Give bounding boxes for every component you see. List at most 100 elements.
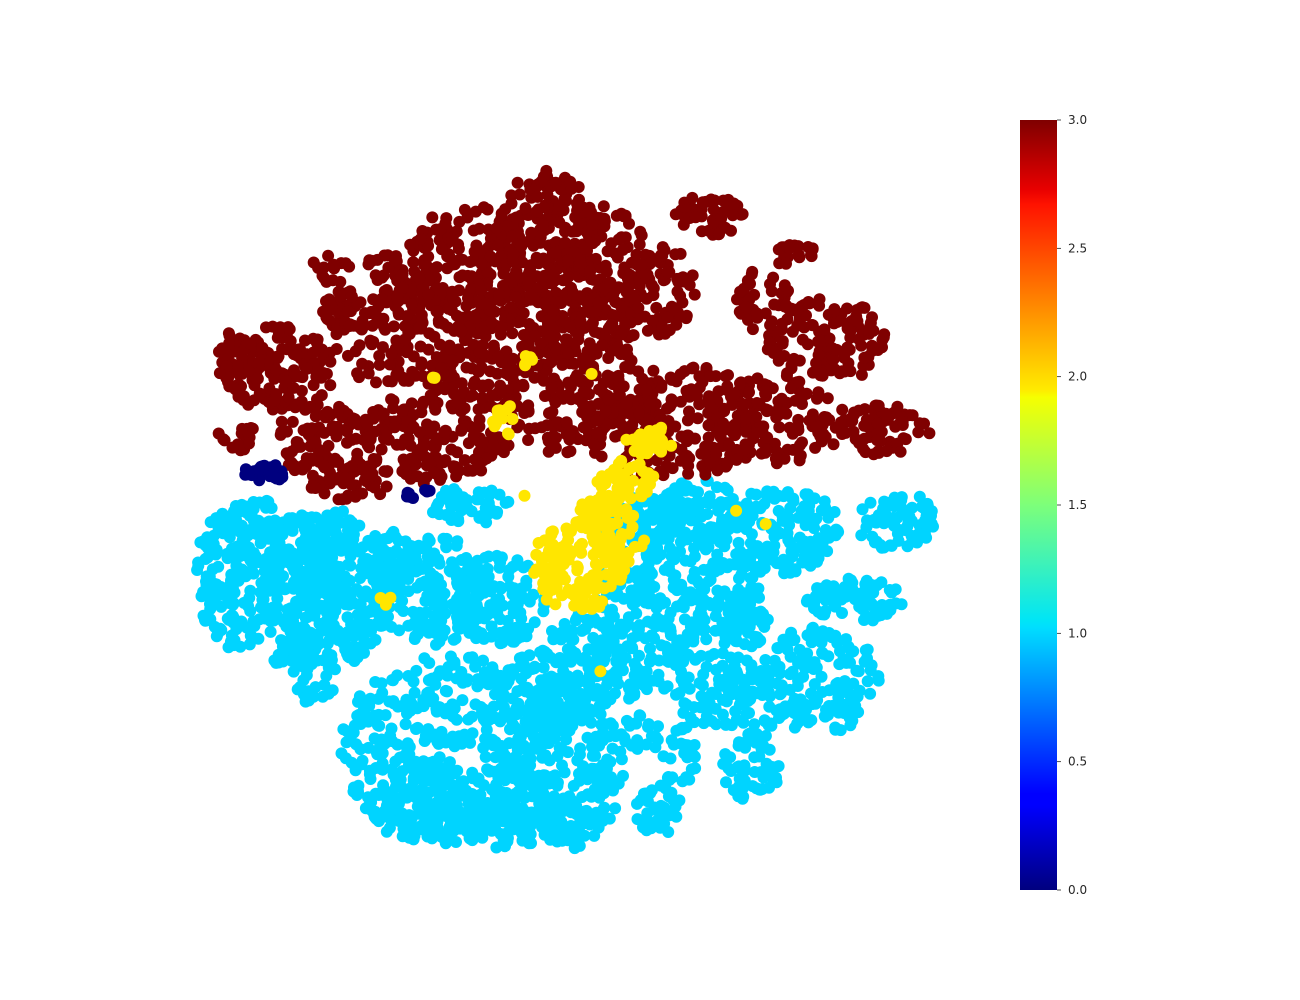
scatter-point bbox=[609, 730, 622, 743]
scatter-point bbox=[290, 349, 303, 362]
scatter-point bbox=[709, 688, 722, 700]
scatter-point bbox=[601, 642, 614, 655]
scatter-point bbox=[792, 699, 805, 712]
scatter-point bbox=[722, 603, 735, 616]
scatter-point bbox=[534, 686, 547, 698]
scatter-point bbox=[711, 584, 724, 597]
scatter-point bbox=[598, 308, 611, 321]
scatter-point bbox=[484, 710, 496, 723]
scatter-point bbox=[863, 322, 876, 335]
scatter-point bbox=[895, 598, 908, 611]
scatter-point bbox=[493, 488, 506, 501]
scatter-point bbox=[243, 591, 256, 604]
scatter-point bbox=[763, 743, 776, 756]
scatter-point bbox=[547, 269, 560, 281]
scatter-point bbox=[358, 319, 370, 332]
scatter-point bbox=[674, 536, 687, 548]
scatter-point bbox=[319, 623, 332, 636]
scatter-point bbox=[363, 699, 376, 712]
scatter-point bbox=[377, 312, 390, 325]
scatter-point bbox=[692, 486, 704, 499]
scatter-point bbox=[535, 674, 547, 687]
scatter-point bbox=[642, 557, 655, 570]
scatter-point bbox=[713, 563, 726, 576]
scatter-point bbox=[486, 733, 499, 746]
scatter-point bbox=[779, 560, 792, 573]
scatter-point bbox=[794, 439, 806, 452]
scatter-point bbox=[514, 813, 527, 826]
scatter-point bbox=[442, 302, 455, 315]
scatter-point bbox=[558, 766, 571, 779]
scatter-point bbox=[727, 197, 740, 210]
scatter-point bbox=[773, 527, 786, 540]
scatter-point bbox=[466, 710, 479, 723]
scatter-point bbox=[346, 526, 359, 539]
scatter-point bbox=[597, 787, 610, 800]
scatter-point bbox=[402, 670, 415, 682]
scatter-point bbox=[408, 633, 421, 645]
scatter-point bbox=[586, 615, 599, 628]
scatter-point bbox=[785, 626, 798, 639]
scatter-point bbox=[284, 335, 297, 347]
scatter-point bbox=[270, 363, 283, 376]
scatter-point bbox=[844, 365, 857, 378]
scatter-point bbox=[709, 624, 722, 637]
scatter-point bbox=[387, 320, 400, 333]
scatter-point bbox=[538, 645, 551, 658]
scatter-point bbox=[506, 663, 519, 676]
scatter-point bbox=[578, 675, 591, 688]
scatter-point bbox=[548, 632, 561, 645]
scatter-point bbox=[687, 631, 700, 644]
scatter-point bbox=[460, 361, 473, 374]
scatter-point bbox=[691, 502, 704, 515]
scatter-point bbox=[490, 222, 503, 235]
scatter-point bbox=[896, 415, 909, 428]
scatter-point bbox=[598, 688, 611, 701]
scatter-point bbox=[581, 731, 594, 744]
scatter-point bbox=[473, 222, 486, 235]
scatter-point bbox=[695, 225, 708, 238]
scatter-point bbox=[827, 438, 840, 451]
scatter-point bbox=[737, 716, 750, 729]
scatter-point bbox=[519, 723, 532, 736]
scatter-point bbox=[638, 815, 650, 828]
scatter-point bbox=[644, 642, 656, 655]
scatter-point bbox=[475, 258, 488, 271]
scatter-point bbox=[864, 687, 877, 700]
scatter-point bbox=[746, 571, 759, 584]
scatter-point bbox=[549, 176, 562, 189]
scatter-point bbox=[472, 775, 485, 788]
scatter-point bbox=[643, 576, 655, 589]
scatter-point bbox=[788, 543, 801, 555]
scatter-point bbox=[364, 637, 377, 650]
scatter-point bbox=[311, 587, 324, 600]
scatter-point bbox=[431, 795, 444, 808]
scatter-point bbox=[495, 207, 508, 220]
scatter-point bbox=[445, 514, 458, 526]
scatter-point bbox=[600, 265, 613, 278]
scatter-point bbox=[471, 797, 484, 810]
scatter-point bbox=[637, 519, 650, 532]
scatter-point bbox=[356, 541, 369, 554]
scatter-point bbox=[688, 701, 700, 714]
scatter-point bbox=[368, 732, 381, 745]
scatter-point bbox=[745, 487, 758, 500]
scatter-point bbox=[482, 570, 495, 583]
scatter-point bbox=[652, 668, 665, 681]
scatter-point bbox=[702, 575, 715, 588]
scatter-point bbox=[530, 205, 543, 218]
scatter-point bbox=[420, 606, 433, 619]
scatter-point bbox=[780, 407, 793, 420]
scatter-point bbox=[565, 644, 578, 657]
scatter-point bbox=[447, 499, 460, 512]
scatter-point bbox=[469, 698, 482, 711]
scatter-point bbox=[437, 350, 450, 363]
scatter-point bbox=[901, 510, 914, 523]
scatter-point bbox=[243, 509, 256, 522]
scatter-point bbox=[795, 713, 808, 726]
scatter-point bbox=[598, 718, 611, 731]
scatter-point bbox=[754, 634, 767, 647]
scatter-point bbox=[771, 642, 784, 654]
scatter-point bbox=[673, 687, 686, 699]
